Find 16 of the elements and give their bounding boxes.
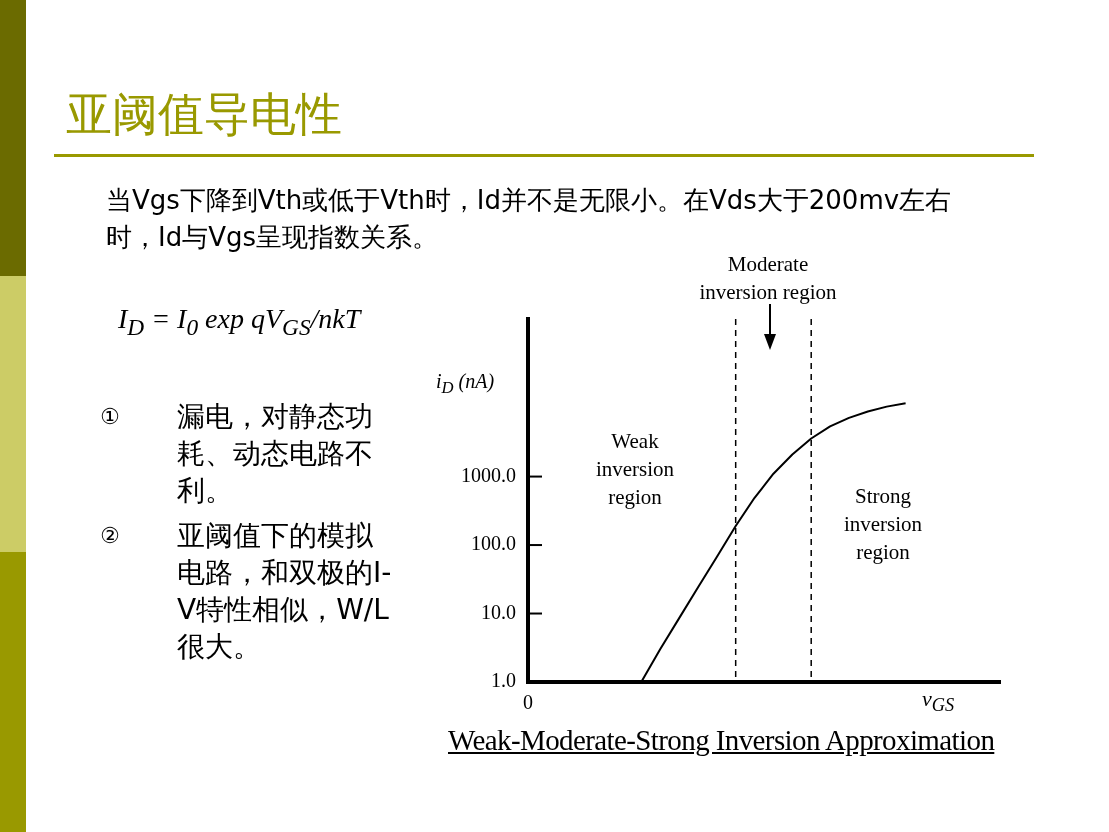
y-tick-label: 1000.0: [461, 463, 516, 486]
y-tick-label: 100.0: [471, 532, 516, 555]
y-tick-label: 1.0: [491, 669, 516, 692]
text: I$_{D}$ = I$_{0}$ exp qV$_{GS}$/nkT: [118, 303, 361, 341]
chart-subtitle: 当Vgs下降到Vth或低于Vth时，Id并不是无限小。在Vds大于200mv左右时，Id与Vgs呈现指数关系。: [106, 185, 952, 252]
annotation: Strong inversion region: [842, 483, 924, 566]
text: Moderate inversion region: [698, 251, 838, 306]
y-tick-label: 10.0: [481, 600, 516, 623]
text: ② 亚阈值下的模拟电路，和双极的I-V特性相似，W/L很大。: [100, 519, 392, 663]
text: Weak-Moderate-Strong Inversion Approximation: [448, 724, 995, 757]
annotation: Weak inversion region: [594, 428, 676, 511]
x-tick-label: 0: [523, 691, 533, 714]
x-axis-title: v$_{GS}$: [922, 686, 955, 717]
text: ① 漏电，对静态功耗、动态电路不利。: [100, 400, 373, 507]
y-axis-title: i$_{D}$ (nA): [436, 370, 495, 398]
chart-title: 亚阈值导电性: [66, 86, 342, 143]
